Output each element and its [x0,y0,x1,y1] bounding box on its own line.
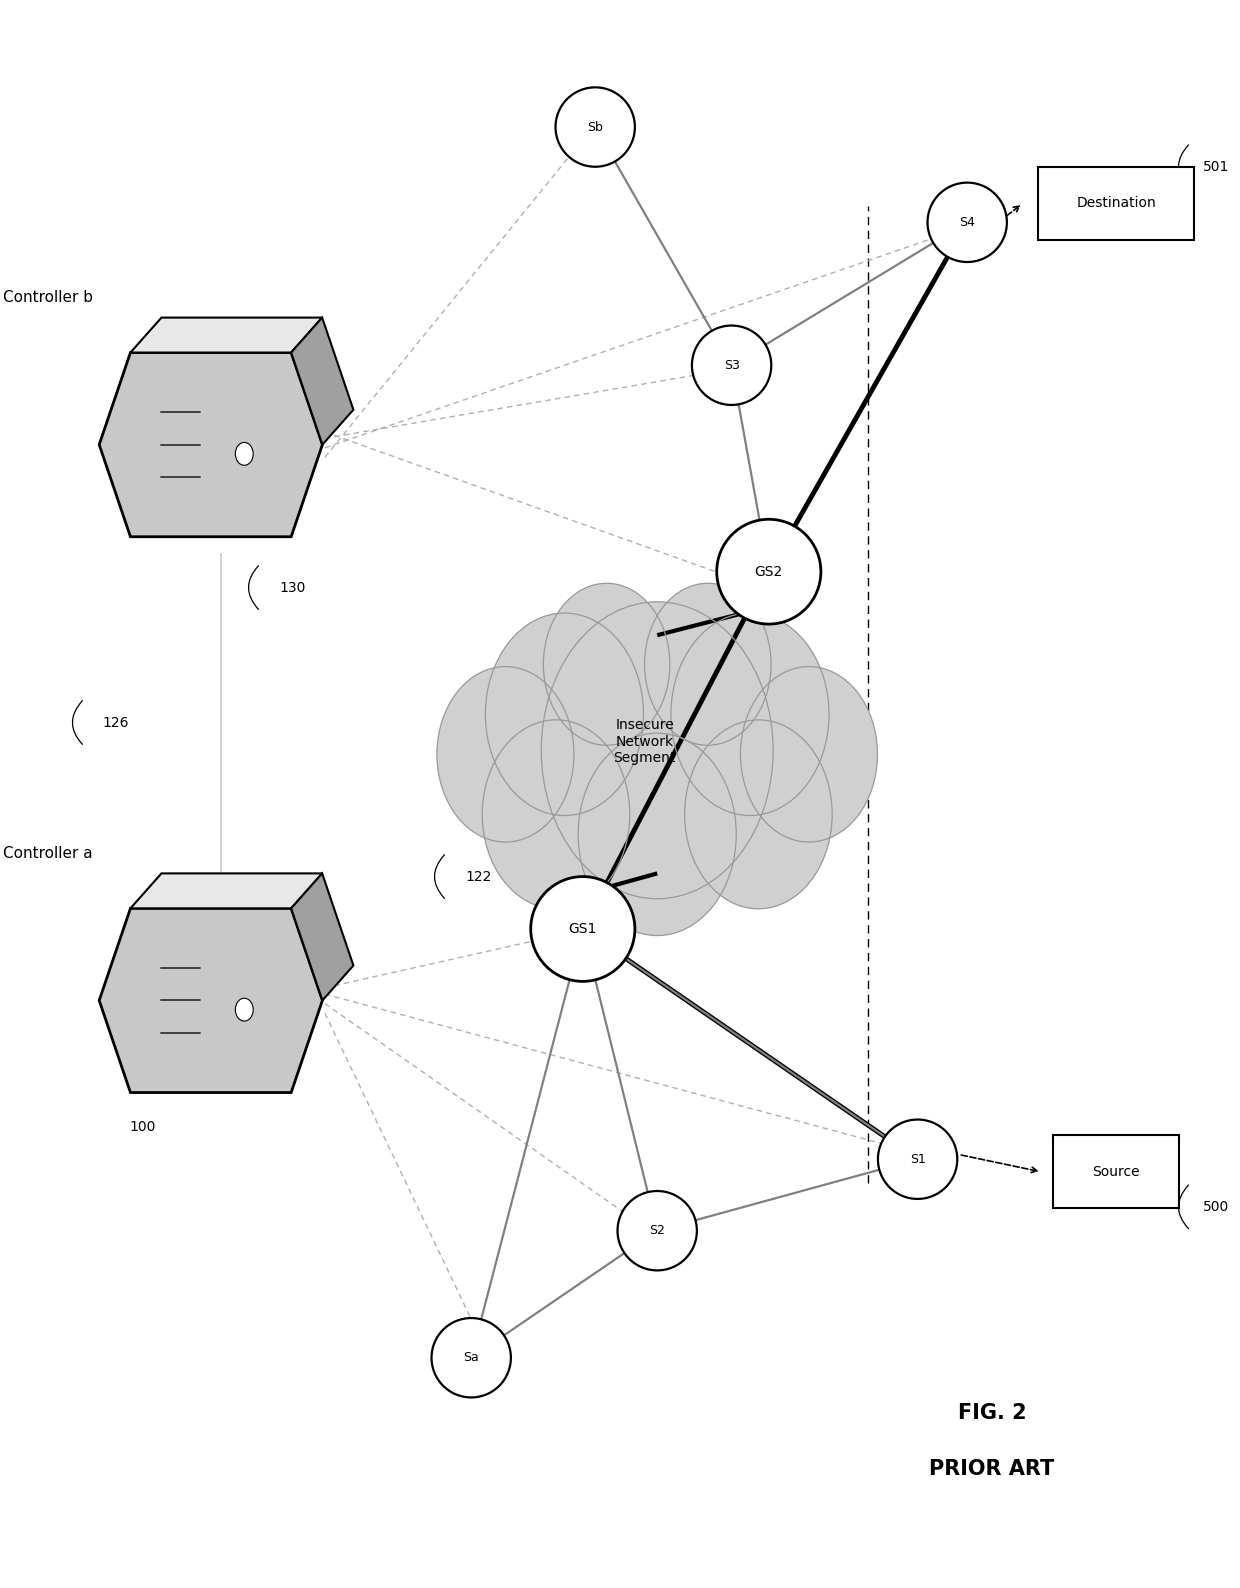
Text: 130: 130 [279,581,305,594]
Circle shape [578,734,737,935]
Text: Destination: Destination [1076,197,1156,210]
Circle shape [541,602,774,899]
Text: GS2: GS2 [755,565,782,578]
FancyBboxPatch shape [1038,167,1194,240]
Text: Sa: Sa [464,1351,479,1364]
Polygon shape [291,873,353,1000]
Text: Sb: Sb [588,121,603,133]
Polygon shape [291,318,353,445]
Ellipse shape [556,87,635,167]
Ellipse shape [717,519,821,624]
Text: FIG. 2: FIG. 2 [957,1404,1027,1423]
Ellipse shape [432,1318,511,1397]
Circle shape [684,719,832,908]
Polygon shape [99,353,322,537]
Ellipse shape [618,1191,697,1270]
Circle shape [645,583,771,745]
Ellipse shape [878,1120,957,1199]
Ellipse shape [928,183,1007,262]
Text: 126: 126 [103,716,129,729]
Circle shape [485,613,644,816]
Polygon shape [130,318,322,353]
Circle shape [482,719,630,908]
Polygon shape [130,873,322,908]
Ellipse shape [531,877,635,981]
Text: GS1: GS1 [569,923,596,935]
Text: S3: S3 [724,359,739,372]
Text: Source: Source [1092,1166,1140,1178]
Polygon shape [99,908,322,1093]
Ellipse shape [692,326,771,405]
Text: S4: S4 [960,216,975,229]
Text: 122: 122 [465,870,491,883]
Circle shape [740,667,878,842]
Circle shape [671,613,830,816]
Text: PRIOR ART: PRIOR ART [929,1459,1055,1478]
Text: 100: 100 [129,1121,156,1134]
Text: Controller b: Controller b [2,291,93,305]
Text: Insecure
Network
Segment: Insecure Network Segment [614,718,676,765]
Text: 501: 501 [1203,160,1229,173]
Text: 500: 500 [1203,1201,1229,1213]
Text: Controller a: Controller a [4,846,93,861]
Circle shape [543,583,670,745]
Circle shape [236,999,253,1021]
Circle shape [236,443,253,465]
Circle shape [436,667,574,842]
FancyBboxPatch shape [1053,1135,1179,1208]
Text: S2: S2 [650,1224,665,1237]
Text: S1: S1 [910,1153,925,1166]
